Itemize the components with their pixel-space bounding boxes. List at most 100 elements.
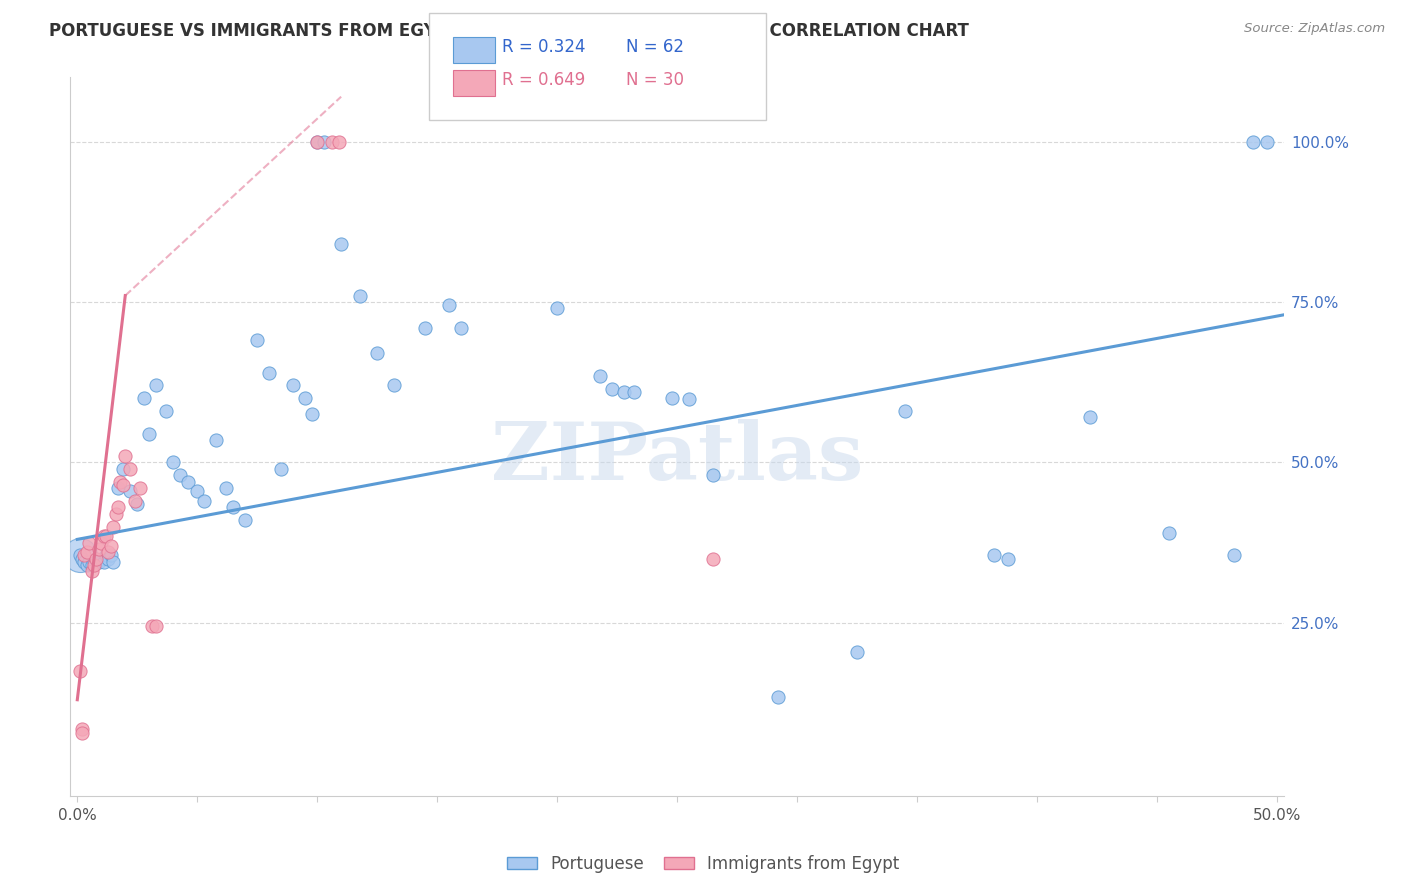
Point	[73, 555, 96, 569]
Point	[69, 549, 91, 563]
Point	[186, 484, 208, 499]
Point	[301, 407, 323, 421]
Point	[86, 551, 108, 566]
Point	[104, 507, 127, 521]
Point	[661, 391, 683, 405]
Point	[307, 135, 329, 149]
Point	[100, 539, 122, 553]
Point	[845, 645, 868, 659]
Point	[145, 619, 167, 633]
Point	[702, 468, 724, 483]
Text: R = 0.649: R = 0.649	[502, 71, 585, 89]
Point	[93, 555, 115, 569]
Point	[222, 500, 245, 515]
Point	[93, 529, 115, 543]
Point	[83, 555, 105, 569]
Point	[894, 404, 917, 418]
Point	[107, 500, 129, 515]
Point	[80, 565, 103, 579]
Point	[94, 529, 117, 543]
Point	[127, 497, 149, 511]
Point	[103, 519, 125, 533]
Point	[73, 549, 96, 563]
Point	[114, 449, 136, 463]
Point	[330, 237, 353, 252]
Point	[124, 494, 146, 508]
Point	[1157, 525, 1180, 540]
Point	[97, 551, 120, 566]
Point	[678, 392, 700, 407]
Point	[366, 346, 388, 360]
Point	[97, 545, 120, 559]
Point	[162, 455, 184, 469]
Point	[997, 551, 1019, 566]
Point	[90, 551, 112, 566]
Text: R = 0.324: R = 0.324	[502, 38, 585, 56]
Point	[413, 320, 436, 334]
Point	[155, 404, 177, 418]
Point	[613, 384, 636, 399]
Point	[246, 334, 269, 348]
Point	[70, 551, 93, 566]
Point	[90, 535, 112, 549]
Point	[766, 690, 789, 704]
Point	[321, 135, 343, 149]
Point	[169, 468, 191, 483]
Text: ZIPatlas: ZIPatlas	[491, 419, 863, 497]
Point	[69, 664, 91, 678]
Legend: Portuguese, Immigrants from Egypt: Portuguese, Immigrants from Egypt	[501, 848, 905, 880]
Point	[1241, 135, 1264, 149]
Point	[107, 481, 129, 495]
Point	[87, 555, 110, 569]
Point	[233, 513, 256, 527]
Point	[138, 426, 160, 441]
Point	[103, 555, 125, 569]
Point	[437, 298, 460, 312]
Point	[76, 545, 98, 559]
Text: N = 30: N = 30	[626, 71, 683, 89]
Point	[94, 549, 117, 563]
Point	[69, 549, 91, 563]
Point	[110, 475, 132, 489]
Point	[80, 558, 103, 572]
Point	[546, 301, 568, 316]
Point	[111, 462, 134, 476]
Point	[600, 382, 623, 396]
Text: Source: ZipAtlas.com: Source: ZipAtlas.com	[1244, 22, 1385, 36]
Point	[1078, 410, 1101, 425]
Point	[76, 558, 98, 572]
Point	[349, 288, 371, 302]
Point	[87, 541, 110, 556]
Point	[70, 726, 93, 740]
Point	[100, 549, 122, 563]
Point	[120, 484, 142, 499]
Text: N = 62: N = 62	[626, 38, 683, 56]
Point	[79, 535, 101, 549]
Point	[86, 551, 108, 566]
Point	[120, 462, 142, 476]
Point	[283, 378, 305, 392]
Point	[111, 478, 134, 492]
Point	[215, 481, 238, 495]
Point	[328, 135, 350, 149]
Point	[702, 551, 724, 566]
Point	[134, 391, 156, 405]
Point	[270, 462, 292, 476]
Point	[294, 391, 316, 405]
Text: PORTUGUESE VS IMMIGRANTS FROM EGYPT BIRTHS TO UNMARRIED WOMEN CORRELATION CHART: PORTUGUESE VS IMMIGRANTS FROM EGYPT BIRT…	[49, 22, 969, 40]
Point	[1222, 549, 1244, 563]
Point	[70, 722, 93, 736]
Point	[314, 135, 336, 149]
Point	[141, 619, 163, 633]
Point	[382, 378, 405, 392]
Point	[205, 433, 228, 447]
Point	[193, 494, 215, 508]
Point	[145, 378, 167, 392]
Point	[1256, 135, 1278, 149]
Point	[450, 320, 472, 334]
Point	[79, 555, 101, 569]
Point	[83, 558, 105, 572]
Point	[128, 481, 150, 495]
Point	[176, 475, 198, 489]
Point	[983, 549, 1005, 563]
